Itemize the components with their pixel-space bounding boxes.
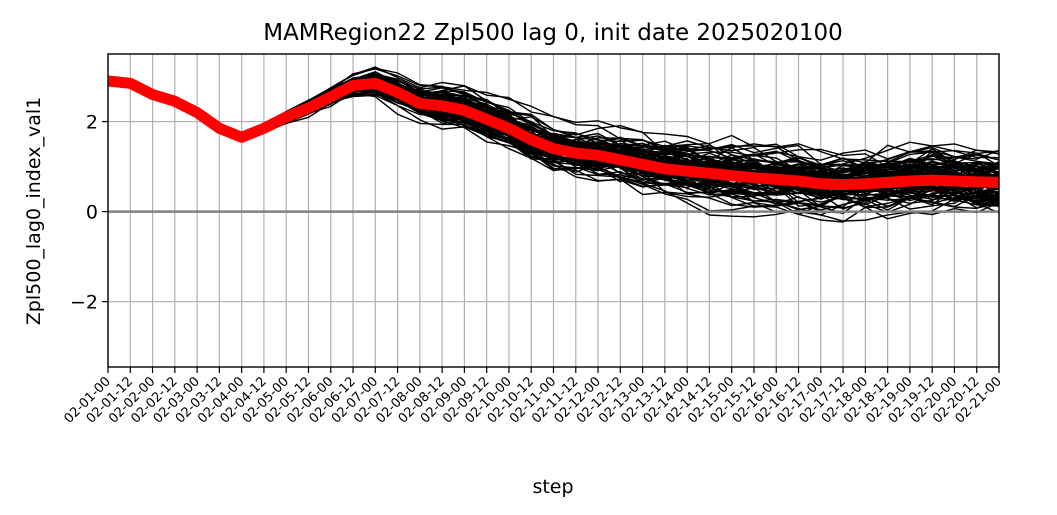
ensemble-mean-line [108,75,999,191]
y-axis-label: Zpl500_lag0_index_val1 [23,97,45,325]
y-tick-label: 2 [86,112,98,134]
plot-area: −20202-01-0002-01-1202-02-0002-02-1202-0… [61,53,1005,427]
y-tick-label: 0 [86,202,98,224]
x-axis-label: step [532,476,573,498]
chart-title: MAMRegion22 Zpl500 lag 0, init date 2025… [263,20,843,46]
y-tick-label: −2 [70,292,98,314]
